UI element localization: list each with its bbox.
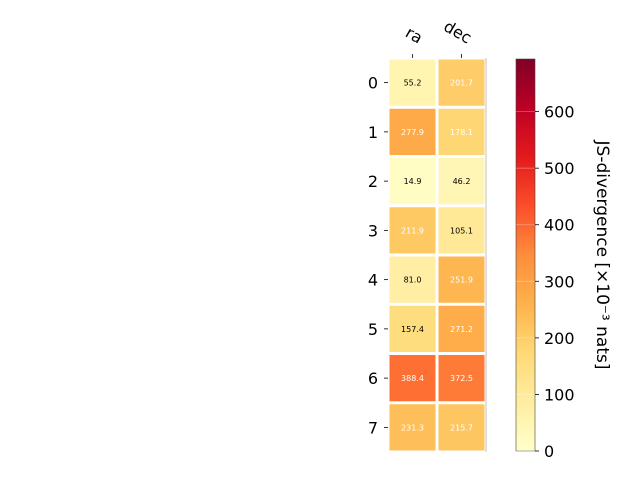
row-tick-label: 3	[368, 221, 378, 240]
heatmap-cell	[438, 59, 485, 106]
cell-value-label: 231.3	[401, 423, 424, 432]
colorbar-tick-label: 500	[544, 159, 575, 178]
row-tick-label: 4	[368, 271, 378, 290]
row-tick-labels: 0 1 2 3 4 5 6 7	[368, 74, 388, 437]
heatmap-cells: 55.2 201.7 277.9 178.1 14.9 46.2 211.9 105.1 81.…	[389, 58, 487, 452]
heatmap-cell	[438, 158, 485, 205]
heatmap-cell	[438, 355, 485, 402]
colorbar-tick-label: 400	[544, 216, 575, 235]
row-tick-label: 2	[368, 172, 378, 191]
heatmap-cell	[389, 108, 436, 155]
colorbar-label: JS-divergence [×10⁻³ nats]	[592, 140, 612, 370]
row-tick-label: 7	[368, 418, 378, 437]
cell-value-label: 46.2	[453, 177, 471, 186]
colorbar-tick-label: 600	[544, 103, 575, 122]
colorbar-ticks: 0 100 200 300 400 500 600	[516, 103, 575, 461]
colorbar: 0 100 200 300 400 500 600 JS-divergence [×10⁻³…	[515, 58, 612, 461]
heatmap-cell	[389, 59, 436, 106]
cell-value-label: 388.4	[401, 374, 424, 383]
cell-value-label: 271.2	[450, 325, 473, 334]
row-tick-label: 1	[368, 123, 378, 142]
heatmap-cell	[438, 108, 485, 155]
cell-value-label: 105.1	[450, 226, 473, 235]
column-tick-label: dec	[441, 17, 475, 48]
cell-value-label: 157.4	[401, 325, 424, 334]
heatmap-cell	[389, 256, 436, 303]
heatmap-cell	[438, 404, 485, 451]
heatmap-cell	[438, 305, 485, 352]
colorbar-tick-label: 0	[544, 442, 554, 461]
cell-value-label: 211.9	[401, 226, 424, 235]
cell-value-label: 201.7	[450, 79, 473, 88]
cell-value-label: 372.5	[450, 374, 473, 383]
cell-value-label: 215.7	[450, 423, 473, 432]
heatmap-cell	[389, 404, 436, 451]
cell-value-label: 55.2	[404, 79, 422, 88]
colorbar-tick-label: 100	[544, 385, 575, 404]
heatmap-cell	[389, 305, 436, 352]
colorbar-tick-label: 300	[544, 272, 575, 291]
column-tick-labels: ra dec	[402, 17, 475, 58]
heatmap-cell	[438, 256, 485, 303]
cell-value-label: 178.1	[450, 128, 473, 137]
cell-value-label: 81.0	[404, 276, 422, 285]
heatmap-cell	[389, 355, 436, 402]
colorbar-gradient	[515, 58, 536, 452]
cell-value-label: 251.9	[450, 276, 473, 285]
cell-value-label: 277.9	[401, 128, 424, 137]
heatmap-cell	[389, 207, 436, 254]
column-tick-label: ra	[402, 23, 426, 48]
heatmap-cell	[438, 207, 485, 254]
row-tick-label: 0	[368, 74, 378, 93]
heatmap-cell	[389, 158, 436, 205]
colorbar-tick-label: 200	[544, 329, 575, 348]
row-tick-label: 6	[368, 369, 378, 388]
cell-value-label: 14.9	[404, 177, 422, 186]
row-tick-label: 5	[368, 320, 378, 339]
